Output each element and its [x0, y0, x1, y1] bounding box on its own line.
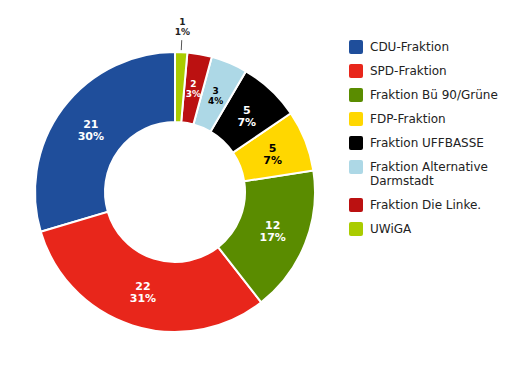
percent-label: 4% — [208, 96, 223, 106]
legend-swatch — [349, 40, 363, 54]
data-label: 2130% — [78, 118, 104, 143]
seat-label: 21 — [83, 118, 98, 131]
percent-label: 17% — [259, 231, 285, 244]
seat-label: 1 — [179, 17, 185, 27]
legend: CDU-Fraktion SPD-Fraktion Fraktion Bü 90/G… — [349, 40, 498, 236]
data-label: 11% — [175, 17, 190, 37]
legend-label: Fraktion Bü 90/Grüne — [370, 88, 498, 102]
data-label: 23% — [186, 79, 201, 99]
leader-line — [181, 40, 182, 50]
legend-swatch — [349, 112, 363, 126]
legend-swatch — [349, 198, 363, 212]
data-label: 57% — [237, 104, 256, 129]
seat-label: 5 — [243, 104, 251, 117]
legend-label-line: CDU-Fraktion — [370, 40, 449, 54]
legend-label-line: SPD-Fraktion — [370, 64, 447, 78]
legend-label: Fraktion AlternativeDarmstadt — [370, 160, 488, 188]
seat-label: 12 — [265, 219, 280, 232]
percent-label: 31% — [130, 292, 156, 305]
legend-label-line: FDP-Fraktion — [370, 112, 446, 126]
data-labels: 2130%2231%1217%57%57%34%23%11% — [78, 17, 286, 306]
percent-label: 30% — [78, 130, 104, 143]
legend-label-line: Darmstadt — [370, 174, 434, 188]
legend-swatch — [349, 160, 363, 174]
seat-label: 22 — [135, 280, 150, 293]
percent-label: 7% — [237, 116, 256, 129]
slice — [218, 170, 315, 302]
slice — [35, 52, 175, 232]
legend-label: CDU-Fraktion — [370, 40, 449, 54]
legend-label-line: Fraktion Bü 90/Grüne — [370, 88, 498, 102]
percent-label: 1% — [175, 27, 190, 37]
slice — [175, 52, 187, 122]
slice — [41, 212, 261, 332]
legend-label-line: Fraktion Alternative — [370, 160, 488, 174]
legend-swatch — [349, 222, 363, 236]
legend-label: Fraktion UFFBASSE — [370, 136, 484, 150]
data-label: 34% — [208, 86, 223, 106]
percent-label: 3% — [186, 89, 201, 99]
seat-label: 3 — [213, 86, 219, 96]
legend-label: Fraktion Die Linke. — [370, 198, 481, 212]
chart: 2130%2231%1217%57%57%34%23%11%CDU-Frakti… — [0, 0, 530, 367]
legend-label-line: Fraktion UFFBASSE — [370, 136, 484, 150]
legend-label-line: Fraktion Die Linke. — [370, 198, 481, 212]
legend-swatch — [349, 64, 363, 78]
legend-swatch — [349, 136, 363, 150]
seat-label: 5 — [269, 142, 277, 155]
slices — [35, 52, 315, 332]
legend-label: UWiGA — [370, 222, 412, 236]
legend-label: SPD-Fraktion — [370, 64, 447, 78]
data-label: 1217% — [259, 219, 285, 244]
legend-label: FDP-Fraktion — [370, 112, 446, 126]
legend-swatch — [349, 88, 363, 102]
data-label: 2231% — [130, 280, 156, 305]
data-label: 57% — [263, 142, 282, 167]
percent-label: 7% — [263, 154, 282, 167]
legend-label-line: UWiGA — [370, 222, 412, 236]
seat-label: 2 — [190, 79, 196, 89]
